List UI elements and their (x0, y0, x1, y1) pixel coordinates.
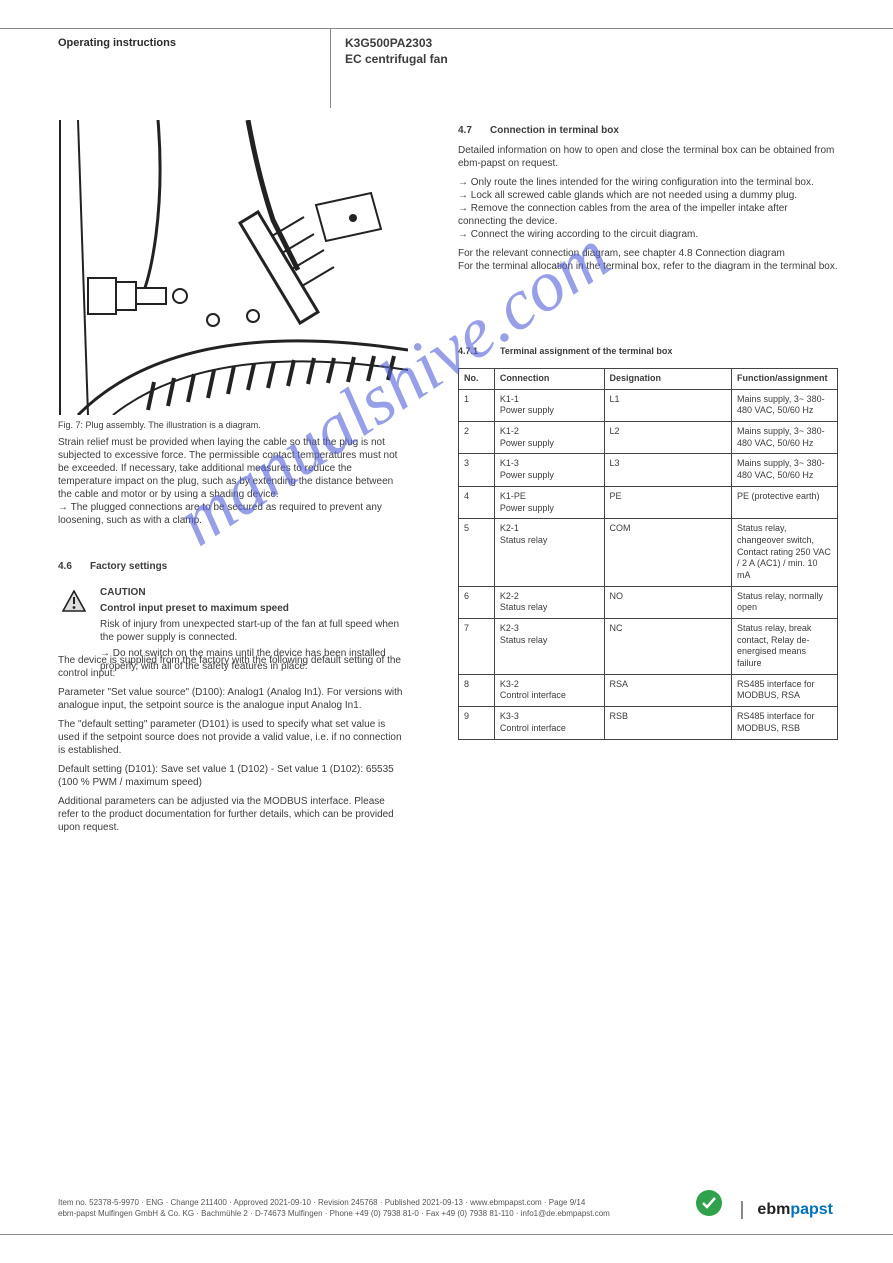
table-cell: K3-2 Control interface (494, 674, 604, 706)
table-cell: 5 (459, 519, 495, 586)
ebmpapst-logo: ebmpapst (741, 1200, 833, 1221)
table-cell: NC (604, 619, 731, 675)
factory-text-3: The "default setting" parameter (D101) i… (58, 718, 408, 757)
table-cell: 8 (459, 674, 495, 706)
caution-heading: Control input preset to maximum speed (100, 602, 410, 615)
table-cell: PE (604, 486, 731, 518)
th-func: Function/assignment (732, 369, 838, 390)
table-cell: K2-2 Status relay (494, 586, 604, 618)
table-cell: Mains supply, 3~ 380-480 VAC, 50/60 Hz (732, 422, 838, 454)
table-cell: 1 (459, 389, 495, 421)
connect-instr-3: → Remove the connection cables from the … (458, 202, 838, 228)
table-cell: K2-3 Status relay (494, 619, 604, 675)
table-row: 3K1-3 Power supplyL3Mains supply, 3~ 380… (459, 454, 838, 486)
strain-relief-text-2: → The plugged connections are to be secu… (58, 502, 382, 526)
table-cell: 4 (459, 486, 495, 518)
figure-caption: Fig. 7: Plug assembly. The illustration … (58, 420, 261, 432)
table-cell: PE (protective earth) (732, 486, 838, 518)
table-cell: K1-1 Power supply (494, 389, 604, 421)
th-desig: Designation (604, 369, 731, 390)
table-cell: RS485 interface for MODBUS, RSB (732, 707, 838, 739)
section-4-7-title: Connection in terminal box (490, 124, 619, 137)
table-cell: NO (604, 586, 731, 618)
th-conn: Connection (494, 369, 604, 390)
page: Operating instructions K3G500PA2303 EC c… (0, 0, 893, 1263)
table-cell: 3 (459, 454, 495, 486)
logo-papst: papst (790, 1201, 833, 1218)
header-divider (330, 28, 331, 108)
table-cell: Status relay, changeover switch, Contact… (732, 519, 838, 586)
table-cell: 7 (459, 619, 495, 675)
table-cell: 9 (459, 707, 495, 739)
table-cell: L3 (604, 454, 731, 486)
greentech-badge (695, 1189, 723, 1221)
section-4-7-1-title: Terminal assignment of the terminal box (500, 346, 672, 358)
strain-relief-text-1: Strain relief must be provided when layi… (58, 437, 397, 500)
footer-text: Item no. 52378-5-9970 · ENG · Change 211… (58, 1198, 618, 1219)
connection-intro-text: Detailed information on how to open and … (458, 144, 838, 170)
table-cell: 2 (459, 422, 495, 454)
caution-body: Risk of injury from unexpected start-up … (100, 618, 410, 644)
caution-icon (62, 590, 86, 616)
factory-text-4: Default setting (D101): Save set value 1… (58, 763, 408, 789)
table-cell: Mains supply, 3~ 380-480 VAC, 50/60 Hz (732, 454, 838, 486)
table-header-row: No. Connection Designation Function/assi… (459, 369, 838, 390)
table-row: 8K3-2 Control interfaceRSARS485 interfac… (459, 674, 838, 706)
table-cell: Mains supply, 3~ 380-480 VAC, 50/60 Hz (732, 389, 838, 421)
table-cell: RSB (604, 707, 731, 739)
th-no: No. (459, 369, 495, 390)
header-left-line1: Operating instructions (58, 36, 318, 50)
connection-intro: Detailed information on how to open and … (458, 144, 838, 273)
section-4-7-number: 4.7 (458, 124, 472, 137)
table-cell: L1 (604, 389, 731, 421)
section-4-7-1-number: 4.7.1 (458, 346, 478, 358)
table-cell: L2 (604, 422, 731, 454)
connect-instr-2: → Lock all screwed cable glands which ar… (458, 189, 838, 202)
factory-text-5: Additional parameters can be adjusted vi… (58, 795, 408, 834)
caution-label: CAUTION (100, 586, 410, 599)
table-cell: K1-PE Power supply (494, 486, 604, 518)
factory-text-2: Parameter "Set value source" (D100): Ana… (58, 686, 408, 712)
table-cell: K1-3 Power supply (494, 454, 604, 486)
header-right-line2: EC centrifugal fan (345, 52, 825, 68)
header-left: Operating instructions (58, 36, 318, 50)
section-4-6-number: 4.6 (58, 560, 72, 573)
table-cell: RS485 interface for MODBUS, RSA (732, 674, 838, 706)
connect-instr-5: For the relevant connection diagram, see… (458, 247, 838, 260)
table-row: 1K1-1 Power supplyL1Mains supply, 3~ 380… (459, 389, 838, 421)
connect-instr-1: → Only route the lines intended for the … (458, 176, 838, 189)
table-cell: K1-2 Power supply (494, 422, 604, 454)
table-cell: 6 (459, 586, 495, 618)
terminal-table: No. Connection Designation Function/assi… (458, 368, 838, 740)
table-row: 4K1-PE Power supplyPEPE (protective eart… (459, 486, 838, 518)
table-row: 2K1-2 Power supplyL2Mains supply, 3~ 380… (459, 422, 838, 454)
table-row: 5K2-1 Status relayCOMStatus relay, chang… (459, 519, 838, 586)
footer-company: ebm-papst Mulfingen GmbH & Co. KG · Bach… (58, 1209, 618, 1219)
connect-instr-6: For the terminal allocation in the termi… (458, 260, 838, 273)
logo-ebm: ebm (757, 1201, 790, 1218)
bottom-rule (0, 1234, 893, 1235)
table-row: 6K2-2 Status relayNOStatus relay, normal… (459, 586, 838, 618)
header-right: K3G500PA2303 EC centrifugal fan (345, 36, 825, 67)
table-row: 9K3-3 Control interfaceRSBRS485 interfac… (459, 707, 838, 739)
connect-instr-4: → Connect the wiring according to the ci… (458, 228, 838, 241)
table-cell: Status relay, break contact, Relay de-en… (732, 619, 838, 675)
factory-settings-text: The device is supplied from the factory … (58, 654, 408, 834)
top-rule (0, 28, 893, 29)
table-cell: RSA (604, 674, 731, 706)
table-cell: K3-3 Control interface (494, 707, 604, 739)
strain-relief-paragraph: Strain relief must be provided when layi… (58, 436, 408, 527)
footer-item: Item no. 52378-5-9970 · ENG · Change 211… (58, 1198, 618, 1208)
section-4-6-title: Factory settings (90, 560, 167, 573)
figure-plug-assembly (58, 120, 408, 415)
table-cell: Status relay, normally open (732, 586, 838, 618)
table-cell: COM (604, 519, 731, 586)
factory-text-1: The device is supplied from the factory … (58, 654, 408, 680)
table-cell: K2-1 Status relay (494, 519, 604, 586)
table-row: 7K2-3 Status relayNCStatus relay, break … (459, 619, 838, 675)
header-right-line1: K3G500PA2303 (345, 36, 825, 52)
